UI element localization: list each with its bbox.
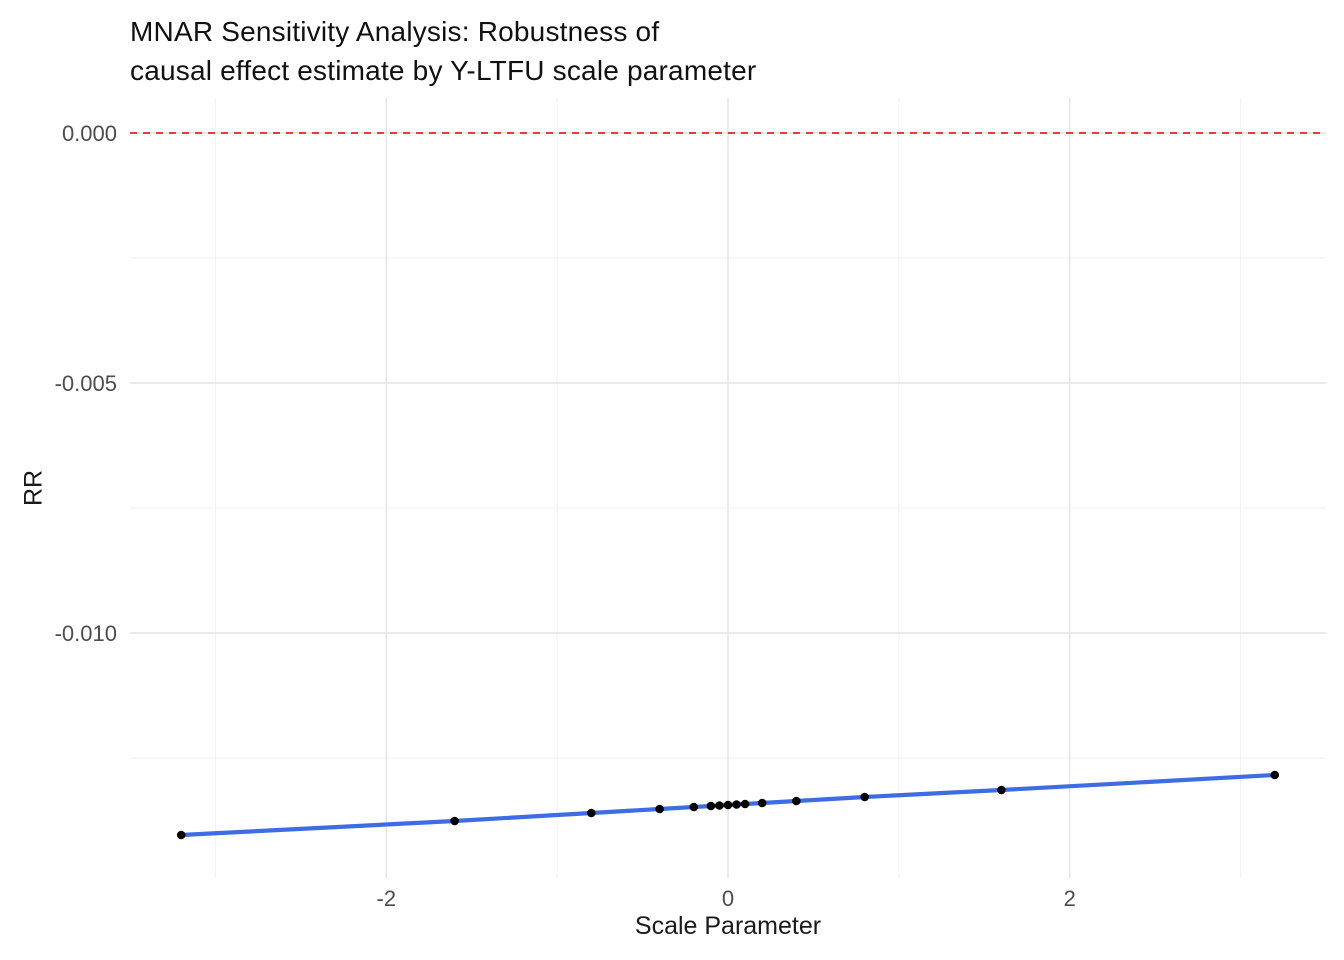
x-tick-label: -2 [377,886,397,911]
x-tick-label: 2 [1064,886,1076,911]
data-point [587,808,596,818]
data-point [450,816,459,826]
chart-title-line1: MNAR Sensitivity Analysis: Robustness of [130,16,660,47]
y-tick-label: 0.000 [62,121,117,146]
data-point [997,785,1006,795]
x-axis-title: Scale Parameter [634,912,822,940]
data-point [860,792,869,802]
x-tick-label: 0 [722,886,734,911]
data-point [706,801,716,811]
data-point [1270,770,1280,780]
data-point [740,799,750,809]
data-point [792,796,801,806]
chart-title: MNAR Sensitivity Analysis: Robustness of… [130,12,756,90]
data-point [689,802,699,812]
data-point [723,800,733,810]
chart-title-line2: causal effect estimate by Y-LTFU scale p… [130,55,757,86]
data-point [732,800,741,809]
data-point [757,798,767,808]
data-point [655,804,664,814]
data-point [715,801,724,810]
y-axis-title: RR [19,469,48,507]
y-tick-label: -0.005 [55,371,117,396]
data-point [176,830,186,840]
y-tick-label: -0.010 [55,621,117,646]
